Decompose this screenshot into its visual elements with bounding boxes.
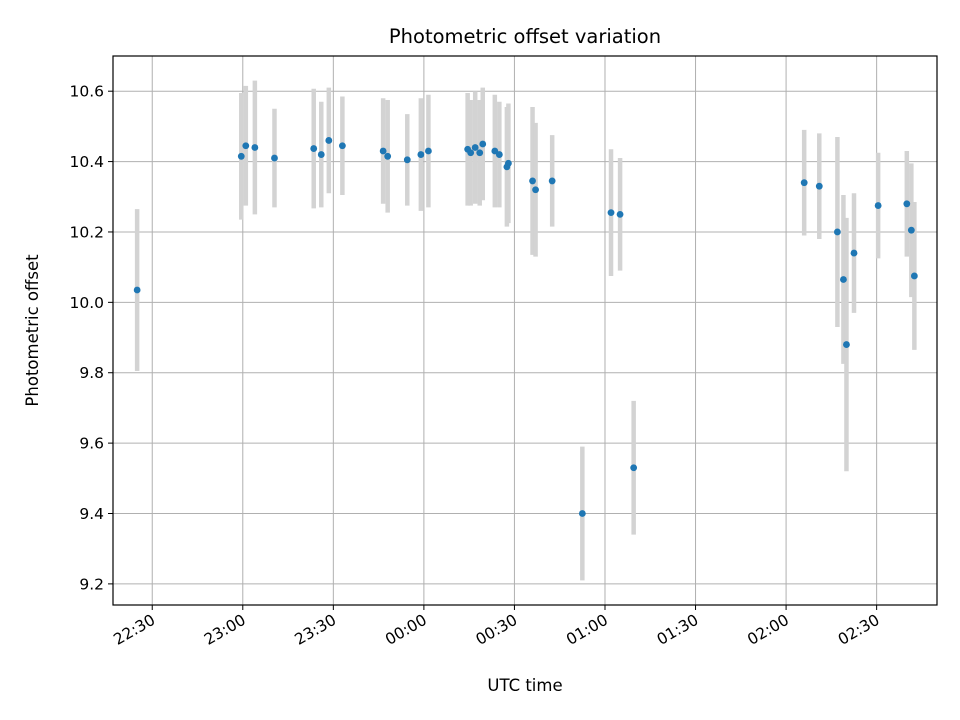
data-point: [850, 249, 858, 257]
error-bars: [134, 80, 917, 581]
y-tick-label: 10.0: [69, 294, 104, 312]
x-axis-title: UTC time: [487, 676, 562, 695]
x-tick-label: 02:00: [744, 611, 792, 649]
data-point: [242, 142, 250, 150]
y-tick-label: 10.4: [69, 153, 104, 171]
data-point: [271, 154, 278, 162]
data-point: [874, 202, 882, 209]
data-point: [403, 156, 411, 164]
data-point: [471, 144, 479, 151]
data-point: [317, 151, 325, 158]
data-point: [133, 286, 141, 294]
grid: [113, 56, 937, 605]
x-tick-label: 23:30: [292, 611, 340, 649]
data-point: [630, 464, 638, 472]
data-point: [578, 510, 586, 517]
data-point: [548, 177, 556, 185]
data-point: [532, 186, 539, 194]
data-point: [800, 179, 808, 187]
data-point: [504, 159, 512, 167]
plot-frame: [112, 55, 938, 606]
x-tick-label: 02:30: [835, 611, 883, 649]
x-tick-label: 01:00: [563, 611, 611, 649]
x-tick-label: 01:30: [654, 611, 702, 649]
data-point: [833, 228, 841, 236]
data-point: [379, 147, 387, 155]
data-point: [425, 147, 432, 155]
data-point: [338, 142, 346, 150]
data-point: [907, 226, 915, 234]
data-point: [479, 140, 487, 148]
data-point: [325, 137, 333, 144]
x-tick-label: 22:30: [111, 611, 159, 649]
chart-title: Photometric offset variation: [389, 25, 661, 48]
data-point: [529, 177, 536, 185]
data-point: [840, 276, 847, 283]
data-point: [476, 149, 484, 157]
data-point: [467, 149, 475, 157]
data-point: [815, 182, 823, 190]
y-axis-title: Photometric offset: [23, 254, 42, 407]
data-point: [616, 210, 624, 218]
data-point: [310, 145, 318, 152]
data-point: [903, 200, 911, 208]
x-tick-label: 00:00: [382, 611, 430, 649]
y-tick-label: 9.6: [79, 435, 104, 453]
data-point: [910, 272, 918, 280]
data-point: [607, 209, 615, 217]
data-point: [251, 144, 259, 151]
data-point: [237, 152, 245, 160]
data-point: [843, 341, 850, 348]
data-points: [133, 137, 918, 517]
data-point: [384, 152, 392, 160]
x-tick-label: 23:00: [201, 611, 249, 649]
x-tick-label: 00:30: [473, 611, 521, 649]
y-tick-label: 10.6: [69, 83, 104, 101]
data-point: [495, 151, 503, 158]
y-tick-label: 9.4: [79, 505, 104, 523]
y-tick-label: 9.8: [79, 364, 104, 382]
data-point: [417, 151, 425, 158]
y-tick-label: 10.2: [69, 223, 104, 241]
y-tick-label: 9.2: [79, 575, 104, 593]
